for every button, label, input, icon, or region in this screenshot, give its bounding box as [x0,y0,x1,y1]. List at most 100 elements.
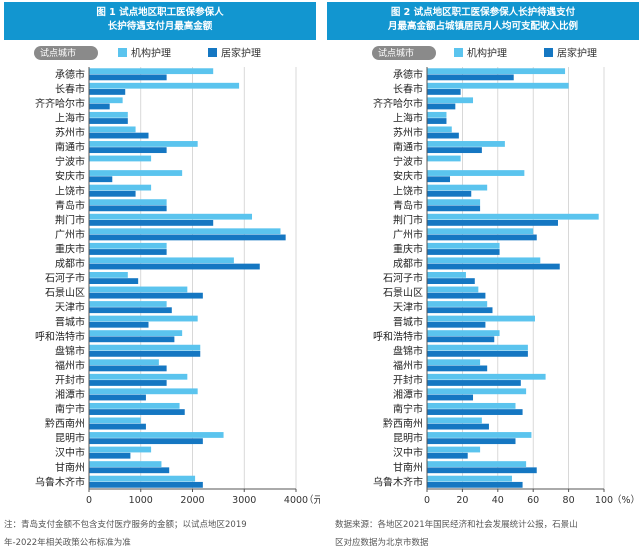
bar-institutional [427,184,488,191]
bar-institutional [427,388,527,395]
bar-home [89,307,172,314]
category-label: 湘潭市 [393,388,423,401]
x-axis-unit: （元） [304,494,320,506]
bar-institutional [89,286,188,293]
bar-home [427,263,560,270]
bar-home [427,423,489,430]
bar-institutional [427,228,534,235]
bar-institutional [427,170,525,176]
bar-institutional [89,184,152,191]
legend-title-badge [34,46,98,60]
chart-title-line-2: 长护待遇支付月最高金额 [107,21,213,32]
bar-home [89,467,170,474]
bar-home [427,409,523,415]
bar-home [89,481,203,488]
bar-institutional [427,68,566,75]
bar-home [89,103,110,110]
category-label: 福州市 [393,359,423,372]
category-label: 汉中市 [393,446,423,459]
bar-institutional [89,344,201,351]
bar-institutional [89,97,123,104]
category-label: 甘南州 [393,461,423,474]
bar-institutional [427,446,481,453]
note-line-2: 年-2022年相关政策公布标准为准 [4,538,131,548]
bar-home [89,409,185,415]
bar-institutional [89,272,128,278]
category-label: 天津市 [55,301,85,314]
category-label: 昆明市 [55,432,85,445]
category-label: 晋城市 [393,315,423,328]
note-line-2: 区对应数据为北京市数据 [335,538,429,548]
x-tick-label: 60 [527,495,539,506]
bar-home [427,350,528,357]
x-tick-label: 40 [492,495,504,506]
chart-panel-amount: 图 1 试点地区职工医保参保人 长护待遇支付月最高金额 试点城市 机构护理 居家护理… [0,0,320,554]
category-label: 南通市 [55,141,85,154]
x-tick-label: 4000 [284,495,308,506]
bar-institutional [427,417,482,424]
x-tick-label: 20 [456,495,468,506]
bar-home [427,147,482,154]
bar-home [427,249,500,255]
bar-chart-amount: 试点城市 机构护理 居家护理承德市长春市齐齐哈尔市上海市苏州市南通市宁波市安庆市上饶… [34,46,320,506]
category-label: 开封市 [393,373,423,386]
bar-institutional [89,475,196,482]
bar-institutional [427,301,488,307]
category-label: 青岛市 [55,199,85,212]
bar-chart-ratio: 试点城市 机构护理 居家护理承德市长春市齐齐哈尔市上海市苏州市南通市宁波市安庆市上饶… [372,46,640,506]
bar-home [427,89,461,95]
category-label: 上饶市 [393,184,423,197]
x-tick-label: 0 [86,495,92,506]
bar-home [427,438,516,445]
x-tick-label: 1000 [129,495,153,506]
bar-home [89,365,167,372]
bar-home [427,380,521,386]
bar-institutional [89,330,183,337]
bar-institutional [427,82,569,89]
bar-institutional [427,242,500,249]
chart-title-amount: 图 1 试点地区职工医保参保人 长护待遇支付月最高金额 [4,2,316,40]
bar-institutional [89,446,152,453]
category-label: 石河子市 [383,272,423,285]
bar-home [427,74,514,81]
bar-institutional [89,388,198,395]
bar-institutional [427,213,599,220]
category-label: 重庆市 [393,242,423,255]
bar-institutional [89,68,214,75]
category-label: 上海市 [55,112,85,125]
x-tick-label: 80 [563,495,575,506]
category-label: 黔西南州 [383,417,423,430]
bar-institutional [427,359,481,366]
chart-title-ratio: 图 2 试点地区职工医保参保人长护待遇支付 月最高金额占城镇居民月人均可支配收入… [327,2,639,40]
bar-home [89,350,201,357]
bar-institutional [89,373,188,380]
bar-home [427,118,447,124]
category-label: 青岛市 [393,199,423,212]
bar-institutional [89,155,152,162]
bar-home [427,307,493,314]
legend-title: 试点城市 [378,47,414,59]
note-line-1: 注：青岛支付金额不包含支付医疗服务的金额；以试点地区2019 [4,520,247,530]
bar-home [427,205,481,212]
category-label: 甘南州 [55,461,85,474]
bar-home [89,89,126,95]
bar-home [427,365,488,372]
bar-home [89,278,139,284]
bar-home [89,423,146,430]
legend-title: 试点城市 [40,47,76,59]
category-label: 安庆市 [55,170,85,183]
bar-institutional [89,213,253,220]
bar-home [89,438,203,445]
category-label: 湘潭市 [55,388,85,401]
bar-institutional [89,461,162,467]
legend-label-2: 居家护理 [221,47,261,60]
bar-home [89,292,203,299]
category-label: 长春市 [393,82,423,95]
bar-home [89,147,167,154]
bar-institutional [89,242,167,249]
bar-institutional [89,315,198,322]
category-label: 乌鲁木齐市 [373,475,423,488]
category-label: 安庆市 [393,170,423,183]
bar-institutional [89,141,198,147]
bar-institutional [89,257,234,264]
